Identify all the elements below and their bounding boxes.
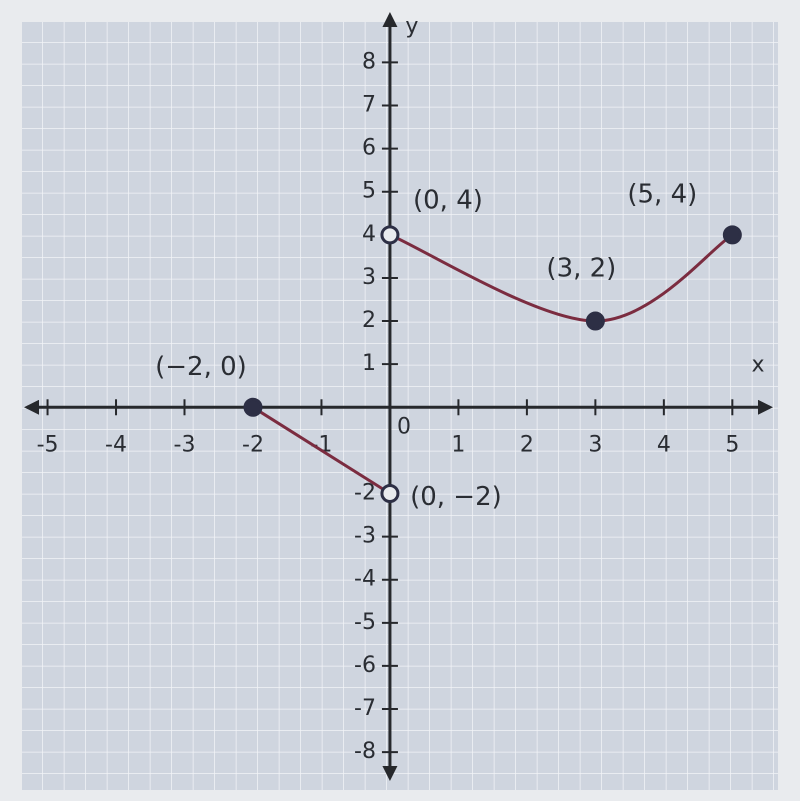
y-tick-label: 6 [362,136,376,161]
x-tick-label: -3 [174,432,196,457]
y-tick-label: 8 [362,49,376,74]
x-tick-label: 3 [588,432,602,457]
y-tick-label: 7 [362,93,376,118]
y-tick-label: -2 [354,480,376,505]
y-tick-label: -8 [354,739,376,764]
y-tick-label: -6 [354,653,376,678]
point-label: (−2, 0) [155,352,247,382]
closed-point [585,311,605,331]
x-axis-label: x [751,352,764,377]
x-tick-label: 1 [451,432,465,457]
closed-point [722,225,742,245]
y-tick-label: 5 [362,179,376,204]
x-tick-label: -1 [310,432,332,457]
point-label: (3, 2) [546,254,616,284]
graph-line [252,406,391,495]
x-tick-label: 4 [657,432,671,457]
y-tick-label: -3 [354,524,376,549]
closed-point [243,397,263,417]
point-label: (0, −2) [410,482,502,512]
y-tick-label: -4 [354,567,376,592]
x-tick-label: 0 [397,414,411,439]
point-label: (5, 4) [627,179,697,209]
y-tick-label: 3 [362,265,376,290]
y-tick-label: 2 [362,308,376,333]
x-tick-label: -2 [242,432,264,457]
x-tick-label: -5 [37,432,59,457]
point-label: (0, 4) [413,185,483,215]
y-tick-label: 4 [362,222,376,247]
x-tick-label: 5 [725,432,739,457]
y-tick-label: 1 [362,351,376,376]
open-point [380,225,400,245]
x-tick-label: -4 [105,432,127,457]
y-tick-label: -5 [354,610,376,635]
y-axis-label: y [405,14,418,39]
open-point [380,483,400,503]
y-tick-label: -7 [354,696,376,721]
x-tick-label: 2 [520,432,534,457]
